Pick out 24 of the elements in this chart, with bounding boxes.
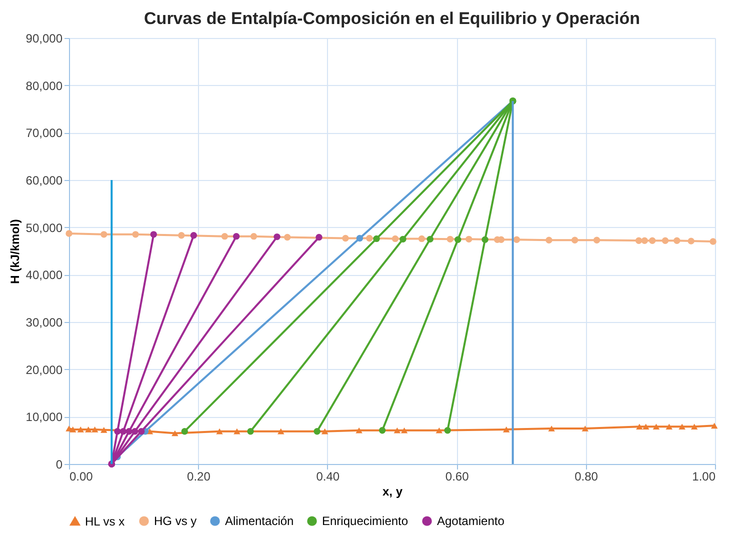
x-tick-label: 0.80 (574, 470, 598, 484)
y-tick-label: 40,000 (26, 268, 63, 282)
legend-label: Alimentación (225, 514, 294, 528)
y-tick-label: 0 (56, 458, 63, 472)
legend-label: Agotamiento (437, 514, 505, 528)
chart-title: Curvas de Entalpía-Composición en el Equilibrio y Operación (144, 9, 640, 28)
y-tick-label: 50,000 (26, 220, 63, 235)
y-tick-label: 10,000 (26, 410, 63, 424)
y-tick-label: 70,000 (26, 126, 63, 140)
legend-label: HG vs y (154, 514, 197, 528)
x-tick-label: 0.60 (445, 470, 470, 484)
x-tick-label: 1.00 (692, 470, 716, 484)
y-tick-label: 60,000 (26, 174, 63, 188)
y-axis-title: H (kJ/kmol) (8, 219, 22, 284)
legend-label: Enriquecimiento (322, 514, 408, 528)
y-tick-label: 30,000 (26, 316, 63, 330)
y-tick-label: 20,000 (26, 362, 63, 377)
y-tick-label: 90,000 (26, 32, 63, 46)
x-tick-label: 0.00 (70, 470, 94, 484)
y-tick-label: 80,000 (26, 78, 63, 93)
x-tick-label: 0.40 (316, 470, 340, 484)
legend-label: HL vs x (85, 514, 125, 528)
x-axis-title: x, y (382, 484, 403, 498)
x-tick-label: 0.20 (187, 470, 211, 484)
